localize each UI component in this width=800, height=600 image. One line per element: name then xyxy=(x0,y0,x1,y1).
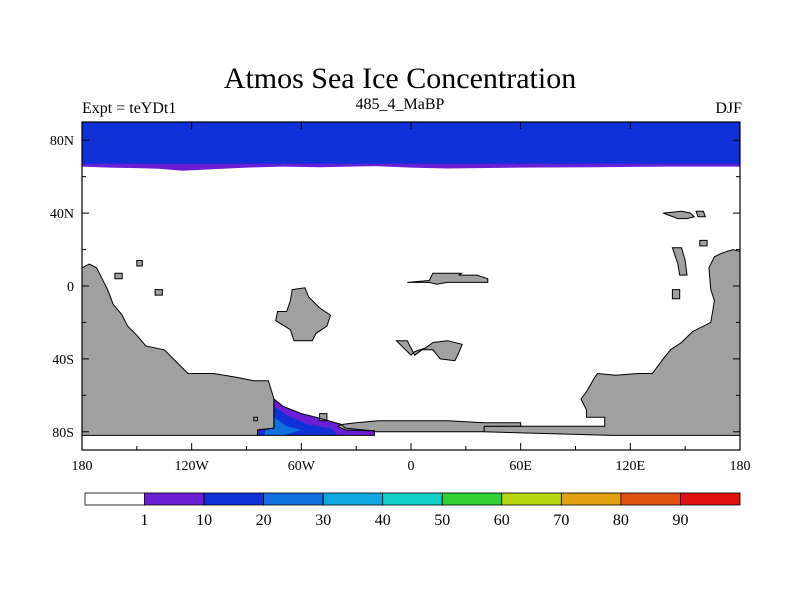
colorbar-box-8 xyxy=(561,492,622,506)
y-tick-label: 40S xyxy=(52,353,74,368)
map-layer xyxy=(82,122,740,436)
x-tick-label: 120E xyxy=(616,459,646,474)
colorbar-box-9 xyxy=(620,492,681,506)
colorbar-label: 1 xyxy=(141,512,149,529)
land-islet-6 xyxy=(253,416,258,422)
y-tick-label: 0 xyxy=(67,280,74,295)
land-islet-3 xyxy=(154,289,163,296)
y-tick-label: 80N xyxy=(50,134,74,149)
colorbar-label: 60 xyxy=(494,512,510,529)
x-tick-label: 60E xyxy=(509,459,532,474)
land-islet-2 xyxy=(136,260,143,267)
axis-layer: 180 120W 60W 0 60E 120E 180 80N 40N 0 40S 80S xyxy=(50,122,751,474)
land-island-ne-2 xyxy=(695,210,707,218)
land-islet-1 xyxy=(699,239,708,247)
colorbar-label: 70 xyxy=(553,512,569,529)
colorbar-box-4 xyxy=(322,492,384,506)
land-island-central-south-america xyxy=(275,287,332,342)
colorbar-box-5 xyxy=(382,492,443,506)
colorbar-label: 30 xyxy=(315,512,331,529)
x-tick-label: 180 xyxy=(730,459,751,474)
x-tick-label: 180 xyxy=(72,459,93,474)
land-islet-4 xyxy=(114,272,123,280)
x-tick-label: 60W xyxy=(288,459,316,474)
chart-title: Atmos Sea Ice Concentration xyxy=(223,62,577,95)
colorbar: 1 10 20 30 40 50 60 70 80 90 xyxy=(84,492,741,529)
colorbar-label: 20 xyxy=(256,512,272,529)
colorbar-label: 90 xyxy=(673,512,689,529)
colorbar-box-7 xyxy=(501,492,562,506)
land-islet-5 xyxy=(671,289,681,300)
y-tick-label: 40N xyxy=(50,207,74,222)
land-island-africa xyxy=(395,340,463,362)
colorbar-label: 40 xyxy=(375,512,391,529)
land-island-ne-1 xyxy=(663,210,696,220)
colorbar-box-10 xyxy=(680,492,741,506)
land-continent-east xyxy=(483,249,740,436)
colorbar-label: 50 xyxy=(434,512,450,529)
age-label: 485_4_MaBP xyxy=(355,96,445,113)
x-tick-label: 0 xyxy=(408,459,415,474)
north-ice-band-9 xyxy=(82,122,740,165)
land-island-equatorial-africa xyxy=(407,272,489,285)
colorbar-box-6 xyxy=(441,492,503,506)
colorbar-box-3 xyxy=(263,492,324,506)
land-antarctic-strip xyxy=(336,420,522,433)
season-label: DJF xyxy=(715,100,742,117)
land-island-asia-east xyxy=(671,247,688,276)
land-continent-west xyxy=(82,263,275,436)
y-tick-label: 80S xyxy=(52,426,74,441)
colorbar-label: 80 xyxy=(613,512,629,529)
colorbar-box-2 xyxy=(203,492,265,506)
colorbar-label: 10 xyxy=(196,512,212,529)
experiment-label: Expt = teYDt1 xyxy=(82,100,177,117)
south-ice-outline xyxy=(257,397,375,436)
colorbar-box-0 xyxy=(84,492,145,506)
north-ice-edge xyxy=(82,163,740,171)
x-tick-label: 120W xyxy=(175,459,210,474)
colorbar-box-1 xyxy=(144,492,205,506)
